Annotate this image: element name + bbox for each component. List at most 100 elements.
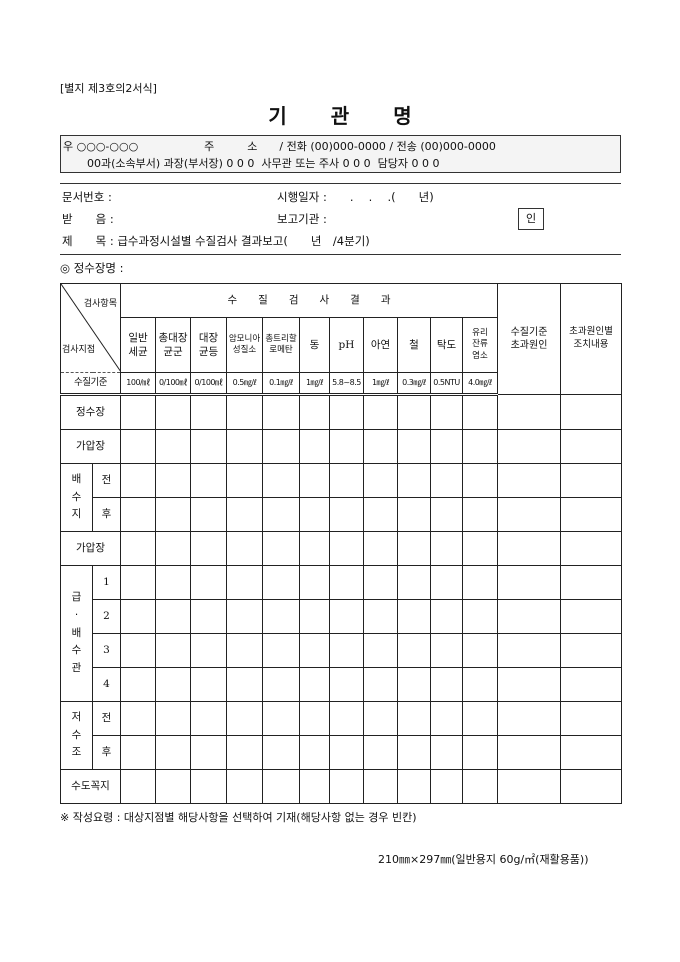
input-cell[interactable] <box>262 735 300 770</box>
input-cell[interactable] <box>329 531 364 566</box>
input-cell[interactable] <box>430 633 463 668</box>
input-cell[interactable] <box>497 735 561 770</box>
input-cell[interactable] <box>560 531 622 566</box>
input-cell[interactable] <box>299 633 330 668</box>
input-cell[interactable] <box>363 429 398 464</box>
input-cell[interactable] <box>397 633 431 668</box>
input-cell[interactable] <box>190 565 227 600</box>
input-cell[interactable] <box>329 599 364 634</box>
input-cell[interactable] <box>430 531 463 566</box>
input-cell[interactable] <box>497 429 561 464</box>
input-cell[interactable] <box>397 565 431 600</box>
input-cell[interactable] <box>397 463 431 498</box>
input-cell[interactable] <box>397 497 431 532</box>
input-cell[interactable] <box>462 497 498 532</box>
input-cell[interactable] <box>397 701 431 736</box>
input-cell[interactable] <box>560 633 622 668</box>
input-cell[interactable] <box>363 531 398 566</box>
input-cell[interactable] <box>329 565 364 600</box>
input-cell[interactable] <box>190 531 227 566</box>
input-cell[interactable] <box>120 394 156 430</box>
input-cell[interactable] <box>329 735 364 770</box>
input-cell[interactable] <box>155 463 191 498</box>
input-cell[interactable] <box>462 565 498 600</box>
input-cell[interactable] <box>120 463 156 498</box>
input-cell[interactable] <box>430 565 463 600</box>
input-cell[interactable] <box>120 769 156 804</box>
input-cell[interactable] <box>430 667 463 702</box>
input-cell[interactable] <box>497 497 561 532</box>
input-cell[interactable] <box>155 667 191 702</box>
input-cell[interactable] <box>262 701 300 736</box>
input-cell[interactable] <box>299 565 330 600</box>
input-cell[interactable] <box>262 394 300 430</box>
input-cell[interactable] <box>120 633 156 668</box>
input-cell[interactable] <box>262 565 300 600</box>
input-cell[interactable] <box>299 735 330 770</box>
input-cell[interactable] <box>560 599 622 634</box>
input-cell[interactable] <box>430 735 463 770</box>
input-cell[interactable] <box>560 429 622 464</box>
input-cell[interactable] <box>226 667 263 702</box>
input-cell[interactable] <box>462 599 498 634</box>
input-cell[interactable] <box>497 633 561 668</box>
input-cell[interactable] <box>462 735 498 770</box>
input-cell[interactable] <box>226 463 263 498</box>
input-cell[interactable] <box>363 497 398 532</box>
input-cell[interactable] <box>299 463 330 498</box>
input-cell[interactable] <box>262 599 300 634</box>
input-cell[interactable] <box>462 701 498 736</box>
input-cell[interactable] <box>190 701 227 736</box>
input-cell[interactable] <box>329 394 364 430</box>
input-cell[interactable] <box>329 429 364 464</box>
input-cell[interactable] <box>430 497 463 532</box>
input-cell[interactable] <box>190 497 227 532</box>
input-cell[interactable] <box>497 531 561 566</box>
input-cell[interactable] <box>120 429 156 464</box>
input-cell[interactable] <box>226 497 263 532</box>
input-cell[interactable] <box>190 599 227 634</box>
input-cell[interactable] <box>560 463 622 498</box>
input-cell[interactable] <box>363 769 398 804</box>
input-cell[interactable] <box>155 429 191 464</box>
input-cell[interactable] <box>462 463 498 498</box>
input-cell[interactable] <box>299 599 330 634</box>
input-cell[interactable] <box>226 531 263 566</box>
input-cell[interactable] <box>226 394 263 430</box>
input-cell[interactable] <box>155 599 191 634</box>
input-cell[interactable] <box>497 394 561 430</box>
input-cell[interactable] <box>120 565 156 600</box>
input-cell[interactable] <box>560 701 622 736</box>
input-cell[interactable] <box>363 394 398 430</box>
input-cell[interactable] <box>299 667 330 702</box>
input-cell[interactable] <box>329 497 364 532</box>
input-cell[interactable] <box>262 429 300 464</box>
input-cell[interactable] <box>560 667 622 702</box>
input-cell[interactable] <box>329 701 364 736</box>
input-cell[interactable] <box>226 429 263 464</box>
input-cell[interactable] <box>397 769 431 804</box>
input-cell[interactable] <box>363 463 398 498</box>
input-cell[interactable] <box>190 735 227 770</box>
input-cell[interactable] <box>430 429 463 464</box>
input-cell[interactable] <box>299 701 330 736</box>
input-cell[interactable] <box>120 667 156 702</box>
input-cell[interactable] <box>299 769 330 804</box>
input-cell[interactable] <box>363 667 398 702</box>
input-cell[interactable] <box>155 394 191 430</box>
input-cell[interactable] <box>329 633 364 668</box>
input-cell[interactable] <box>155 633 191 668</box>
input-cell[interactable] <box>363 633 398 668</box>
input-cell[interactable] <box>262 633 300 668</box>
input-cell[interactable] <box>397 667 431 702</box>
input-cell[interactable] <box>262 531 300 566</box>
input-cell[interactable] <box>397 735 431 770</box>
input-cell[interactable] <box>397 599 431 634</box>
input-cell[interactable] <box>155 769 191 804</box>
input-cell[interactable] <box>155 735 191 770</box>
input-cell[interactable] <box>120 599 156 634</box>
input-cell[interactable] <box>262 769 300 804</box>
input-cell[interactable] <box>155 565 191 600</box>
input-cell[interactable] <box>462 667 498 702</box>
input-cell[interactable] <box>497 769 561 804</box>
